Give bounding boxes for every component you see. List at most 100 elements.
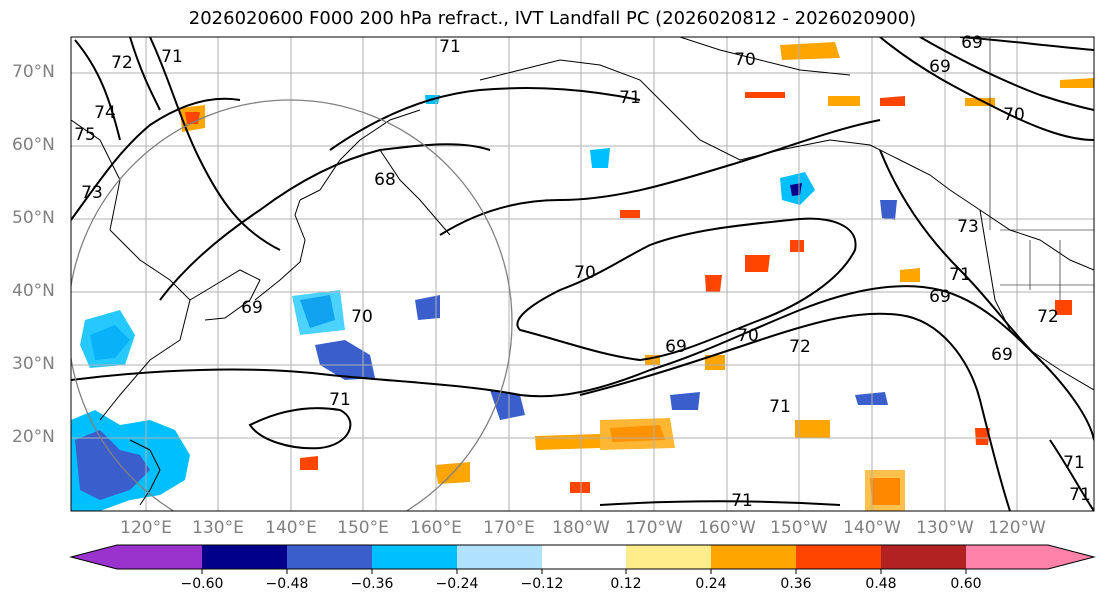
lon-label: 140°W [843, 518, 901, 538]
positive-region [535, 434, 600, 450]
contour-label: 74 [94, 103, 116, 123]
contour-label: 71 [619, 88, 641, 108]
contour-label: 72 [111, 53, 133, 73]
contour-label: 71 [769, 397, 791, 417]
country-borders [989, 37, 1094, 300]
colorbar-swatch [626, 545, 711, 569]
contour-label: 72 [789, 337, 811, 357]
contour-label: 70 [1003, 105, 1025, 125]
contour-label: 70 [574, 263, 596, 283]
positive-region [865, 470, 905, 511]
colorbar-extend-left [71, 545, 117, 569]
colorbar-extend-right [1048, 545, 1094, 569]
positive-region [600, 418, 675, 450]
lon-label: 120°E [120, 518, 172, 538]
contour-label: 71 [949, 265, 971, 285]
negative-region [292, 290, 345, 335]
positive-region [828, 96, 860, 106]
lon-label: 160°W [698, 518, 756, 538]
colorbar-swatch [881, 545, 966, 569]
map-gridlines [71, 37, 1094, 511]
colorbar-swatch [796, 545, 881, 569]
colorbar-tick-label: −0.12 [520, 576, 564, 592]
colorbar-swatch [287, 545, 372, 569]
positive-region [705, 355, 725, 370]
contour-label: 71 [1069, 485, 1091, 505]
colorbar-outline [69, 544, 1096, 570]
lon-label: 140°E [265, 518, 317, 538]
contour-label: 73 [957, 217, 979, 237]
colorbar [69, 544, 1096, 574]
contour-label: 72 [1037, 307, 1059, 327]
colorbar-tick-label: −0.48 [265, 576, 309, 592]
colorbar-swatch [372, 545, 457, 569]
colorbar-swatch [711, 545, 796, 569]
contour-label: 70 [734, 50, 756, 70]
colorbar-tick-label: 0.24 [695, 576, 727, 592]
contour-label: 71 [329, 390, 351, 410]
contour-label: 73 [81, 183, 103, 203]
positive-region [705, 275, 722, 292]
lon-label: 120°W [988, 518, 1046, 538]
contour-label: 69 [929, 57, 951, 77]
contour-label: 69 [991, 345, 1013, 365]
colorbar-tick-label: 0.60 [950, 576, 982, 592]
lat-label: 30°N [12, 354, 55, 374]
colorbar-tick-label: −0.60 [180, 576, 224, 592]
lon-label: 130°W [916, 518, 974, 538]
lat-label: 50°N [12, 208, 55, 228]
lon-label: 180°W [552, 518, 610, 538]
colorbar-swatch [457, 545, 542, 569]
lat-label: 40°N [12, 281, 55, 301]
colorbar-tick-label: 0.36 [780, 576, 812, 592]
lat-label: 20°N [12, 427, 55, 447]
negative-region [315, 340, 375, 380]
positive-region [795, 420, 830, 438]
lon-label: 170°W [625, 518, 683, 538]
colorbar-tick-label: −0.24 [435, 576, 479, 592]
contour-label: 69 [961, 33, 983, 53]
positive-region [300, 456, 318, 470]
colorbar-swatch [202, 545, 287, 569]
negative-region [75, 430, 150, 500]
positive-region [1055, 300, 1072, 315]
negative-region [80, 310, 135, 368]
colorbar-swatch [542, 545, 626, 569]
lon-label: 150°E [337, 518, 389, 538]
map-background [71, 37, 1094, 511]
positive-region [620, 210, 640, 218]
contour-label: 69 [665, 337, 687, 357]
negative-region [590, 148, 610, 168]
contour-label: 75 [74, 125, 96, 145]
contour-label: 70 [737, 326, 759, 346]
colorbar-swatch [117, 545, 202, 569]
positive-region [880, 96, 905, 106]
positive-region [570, 482, 590, 493]
contour-label: 71 [161, 47, 183, 67]
positive-region [900, 268, 920, 282]
lon-label: 130°E [192, 518, 244, 538]
contour-label: 71 [1063, 453, 1085, 473]
negative-region [880, 200, 897, 220]
lon-label: 170°E [483, 518, 535, 538]
refractivity-contours [71, 37, 1094, 511]
colorbar-tick-label: 0.48 [865, 576, 897, 592]
colorbar-swatch [966, 545, 1048, 569]
negative-region [415, 295, 440, 320]
contour-label: 69 [929, 287, 951, 307]
positive-region [780, 42, 840, 60]
reference-circle [71, 99, 513, 511]
positive-region [745, 255, 770, 272]
contour-label: 68 [374, 170, 396, 190]
lat-label: 60°N [12, 135, 55, 155]
lon-label: 150°W [770, 518, 828, 538]
colorbar-tick-label: 0.12 [610, 576, 642, 592]
contour-label: 71 [439, 37, 461, 57]
map-title: 2026020600 F000 200 hPa refract., IVT La… [188, 8, 917, 29]
positive-region [975, 428, 990, 445]
positive-region [1060, 78, 1094, 88]
contour-label: 70 [351, 307, 373, 327]
colorbar-tick-label: −0.36 [350, 576, 394, 592]
map-frame [70, 36, 1095, 512]
